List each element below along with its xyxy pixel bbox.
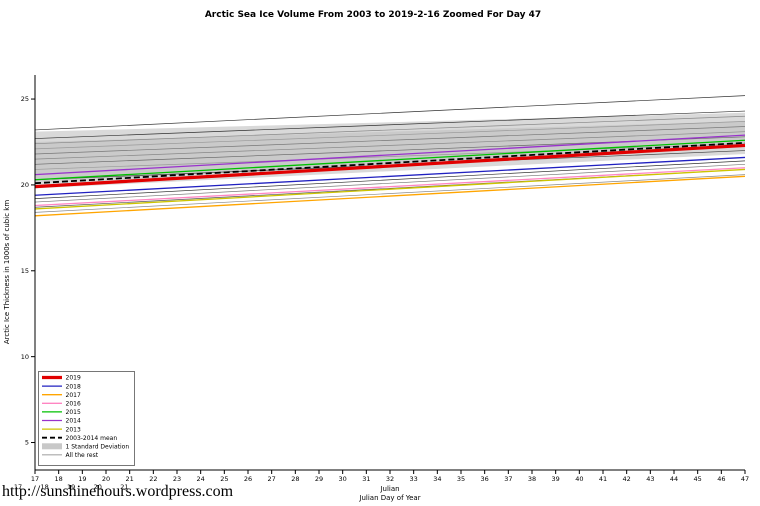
x-tick-label: 42 bbox=[623, 475, 631, 483]
y-tick-label: 15 bbox=[21, 267, 29, 275]
series-line-2018 bbox=[34, 156, 746, 196]
rest-line bbox=[34, 126, 746, 155]
legend-label: All the rest bbox=[66, 452, 99, 459]
x-tick-label-row2: 20 bbox=[94, 483, 102, 491]
x-tick-label-row2: 18 bbox=[40, 483, 48, 491]
rest-line bbox=[34, 174, 746, 213]
rest-line bbox=[34, 110, 746, 139]
legend-box bbox=[38, 371, 135, 466]
legend-label: 2018 bbox=[66, 383, 81, 390]
x-tick-label: 47 bbox=[741, 475, 749, 483]
series-line-2015 bbox=[34, 139, 746, 181]
y-axis-label: Arctic Ice Thickness in 1000s of cubic k… bbox=[3, 200, 11, 344]
y-tick-label: 10 bbox=[21, 353, 29, 361]
x-tick-label: 22 bbox=[149, 475, 157, 483]
x-tick-label: 38 bbox=[528, 475, 536, 483]
x-tick-label: 25 bbox=[220, 475, 228, 483]
x-tick-label: 26 bbox=[244, 475, 252, 483]
rest-line bbox=[34, 115, 746, 145]
y-tick-label: 5 bbox=[25, 439, 29, 447]
x-tick-label: 20 bbox=[102, 475, 110, 483]
x-tick-label: 17 bbox=[31, 475, 39, 483]
x-tick-label: 28 bbox=[291, 475, 299, 483]
x-tick-label: 19 bbox=[78, 475, 86, 483]
y-tick-label: 20 bbox=[21, 181, 29, 189]
x-tick-label: 33 bbox=[410, 475, 418, 483]
rest-line bbox=[34, 143, 746, 170]
axes: 17 18 19 20 21 22 23 24 25 26 27 28 29 30 31 32 33 34 35 36… bbox=[14, 75, 749, 491]
series-line-2014 bbox=[34, 134, 746, 176]
x-tick-label: 31 bbox=[362, 475, 370, 483]
x-tick-label: 43 bbox=[646, 475, 654, 483]
legend-label: 2013 bbox=[66, 426, 81, 433]
rest-line bbox=[34, 131, 746, 160]
x-tick-label: 37 bbox=[504, 475, 512, 483]
x-tick-label-row2: 19 bbox=[67, 483, 75, 491]
x-tick-label: 18 bbox=[55, 475, 63, 483]
series-line-2017 bbox=[34, 175, 746, 217]
rest-line bbox=[34, 95, 746, 131]
rest-line bbox=[34, 160, 746, 200]
site-url: http://sunshinehours.wordpress.com bbox=[2, 483, 234, 500]
x-tick-label: 40 bbox=[575, 475, 583, 483]
x-tick-label: 32 bbox=[386, 475, 394, 483]
legend-label: 2015 bbox=[66, 409, 81, 416]
x-tick-label: 35 bbox=[457, 475, 465, 483]
x-tick-label: 27 bbox=[268, 475, 276, 483]
x-tick-label-row2: 21 bbox=[120, 483, 128, 491]
legend-label: 1 Standard Deviation bbox=[66, 444, 130, 451]
x-tick-label: 41 bbox=[599, 475, 607, 483]
rest-line bbox=[34, 121, 746, 150]
rest-line bbox=[34, 163, 746, 203]
plot-area bbox=[34, 95, 746, 217]
series-line-2003-2014-mean bbox=[34, 141, 746, 185]
x-tick-label: 45 bbox=[694, 475, 702, 483]
legend-label: 2017 bbox=[66, 392, 81, 399]
legend-label: 2019 bbox=[66, 375, 81, 382]
x-tick-label: 21 bbox=[126, 475, 134, 483]
x-tick-label: 34 bbox=[433, 475, 441, 483]
x-tick-label-row2: 17 bbox=[14, 483, 22, 491]
series-line-2013 bbox=[34, 168, 746, 210]
y-tick-label: 25 bbox=[21, 95, 29, 103]
legend-label: 2003-2014 mean bbox=[66, 435, 118, 442]
x-axis-label-line2: Julian Day of Year bbox=[358, 494, 420, 502]
x-tick-label: 30 bbox=[339, 475, 347, 483]
std-deviation-band bbox=[35, 121, 745, 182]
chart-title: Arctic Sea Ice Volume From 2003 to 2019-… bbox=[205, 10, 541, 20]
x-tick-label: 24 bbox=[197, 475, 205, 483]
x-tick-label: 44 bbox=[670, 475, 678, 483]
series-line-2019 bbox=[34, 143, 746, 189]
x-tick-label: 46 bbox=[717, 475, 725, 483]
x-tick-label: 23 bbox=[173, 475, 181, 483]
x-tick-label: 29 bbox=[315, 475, 323, 483]
x-tick-label: 39 bbox=[552, 475, 560, 483]
series-line-2016 bbox=[34, 167, 746, 207]
x-tick-label: 36 bbox=[481, 475, 489, 483]
legend-label: 2016 bbox=[66, 401, 81, 408]
x-axis-label-line1: Julian bbox=[379, 485, 399, 493]
legend-band-sample bbox=[42, 443, 62, 450]
legend-label: 2014 bbox=[66, 418, 81, 425]
